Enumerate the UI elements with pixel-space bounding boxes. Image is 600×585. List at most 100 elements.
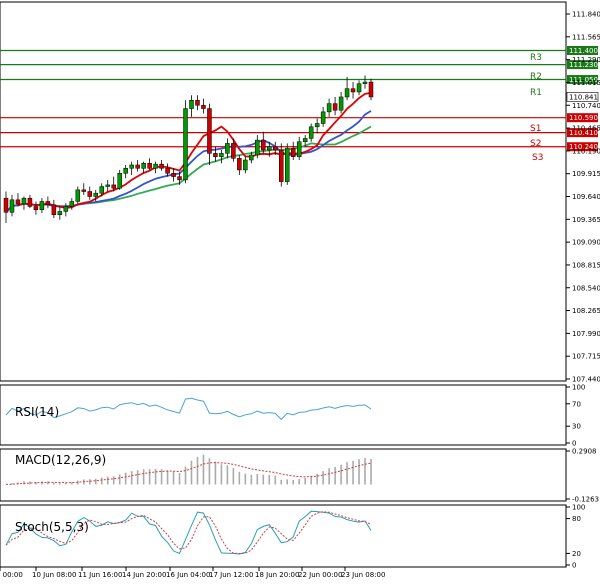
candle-body [189,100,194,109]
stoch-tick-label: 100 [572,504,585,512]
level-price-tag-text: 110.240 [569,143,598,151]
candle-body [123,168,128,174]
candle-body [9,199,15,213]
level-price-tag-r3 [567,46,598,55]
y-tick-label: 110.465 [572,125,600,133]
candle-body [159,163,164,169]
y-tick-label: 107.715 [572,353,600,361]
candle-body [57,211,63,216]
rsi-tick-label: 30 [572,423,581,431]
candle-body [201,105,206,109]
candle-body [93,192,99,197]
candle-body [207,108,212,154]
candle-body [219,153,224,157]
candle-body [51,204,57,216]
x-tick-label: 17 Jun 12:00 [209,571,253,579]
rsi-panel-frame [0,384,567,446]
x-tick-label: 22 Jun 00:00 [298,571,342,579]
candle-body [284,148,290,182]
candle-body [147,163,152,169]
rsi-tick-label: 0 [572,440,576,448]
stoch-k-line [5,510,372,555]
level-price-tag-s3 [567,142,598,152]
level-label-s3: S3 [532,153,543,163]
candle-body [243,159,248,171]
candle-body [350,88,356,93]
candle-body [273,146,278,151]
macd-label: MACD(12,26,9) [15,453,106,467]
candle-body [320,111,326,124]
candle-body [249,154,254,161]
candle-body [63,206,69,212]
rsi-line [5,397,372,421]
level-price-tag-s2 [567,128,598,138]
candle-body [356,83,362,93]
candle-body [344,88,350,98]
candle-body [69,201,75,207]
candle-body [296,141,302,157]
candle-body [231,143,236,159]
candle-body [81,189,87,192]
level-price-tag-text: 111.400 [569,47,598,55]
stoch-label: Stoch(5,5,3) [15,520,89,534]
candle-body [153,163,158,169]
candle-body [314,123,320,128]
candle-body [237,158,242,171]
candle-body [33,206,39,211]
x-tick-label: 23 Jun 08:00 [341,571,385,579]
y-tick-label: 109.640 [572,193,600,201]
macd-signal-line [5,462,372,485]
candle-body [99,186,104,194]
level-label-r3: R3 [530,53,542,63]
y-tick-label: 109.365 [572,216,600,224]
stoch-tick-label: 80 [572,515,581,523]
x-tick-label: 18 Jun 20:00 [255,571,299,579]
candle-body [117,173,122,189]
y-tick-label: 107.440 [572,376,600,384]
candle-body [177,176,182,181]
y-tick-label: 111.015 [572,79,600,87]
level-price-tag-text: 110.410 [569,129,598,137]
candle-body [27,197,33,207]
candle-body [141,163,146,169]
candle-body [195,100,200,106]
current-price-text: 110.841 [569,93,598,101]
level-price-tag-s1 [567,113,598,123]
candle-body [261,139,266,151]
stoch-d-line [5,511,372,555]
y-tick-label: 108.540 [572,284,600,292]
level-price-tag-text: 111.050 [569,76,598,84]
candle-body [308,126,314,139]
stoch-tick-label: 0 [572,562,576,570]
x-tick-label: 11 Jun 16:00 [78,571,122,579]
y-tick-label: 109.090 [572,239,600,247]
candle-body [111,184,116,189]
y-tick-label: 110.740 [572,102,600,110]
rsi-tick-label: 100 [572,384,585,392]
level-price-tag-r1 [567,75,598,85]
stoch-panel-frame [0,504,567,568]
y-tick-label: 107.990 [572,330,600,338]
ma-fast-line [17,92,372,209]
candle-body [135,164,140,169]
level-price-tag-text: 110.590 [569,114,598,122]
y-tick-label: 109.915 [572,170,600,178]
candle-body [267,146,272,151]
macd-panel-frame [0,448,567,502]
level-price-tag-r2 [567,60,598,70]
main-panel-frame [0,1,567,382]
x-tick-label: 14 Jun 20:00 [122,571,166,579]
candle-body [278,149,284,182]
candle-body [368,81,374,98]
candle-body [213,153,218,157]
candle-body [362,81,368,84]
candle-body [129,164,134,169]
current-price-tag [566,92,599,102]
y-tick-label: 108.265 [572,307,600,315]
level-label-r1: R1 [530,88,542,98]
x-tick-label: 16 Jun 04:00 [166,571,210,579]
candle-body [3,197,9,213]
candle-body [87,191,93,197]
